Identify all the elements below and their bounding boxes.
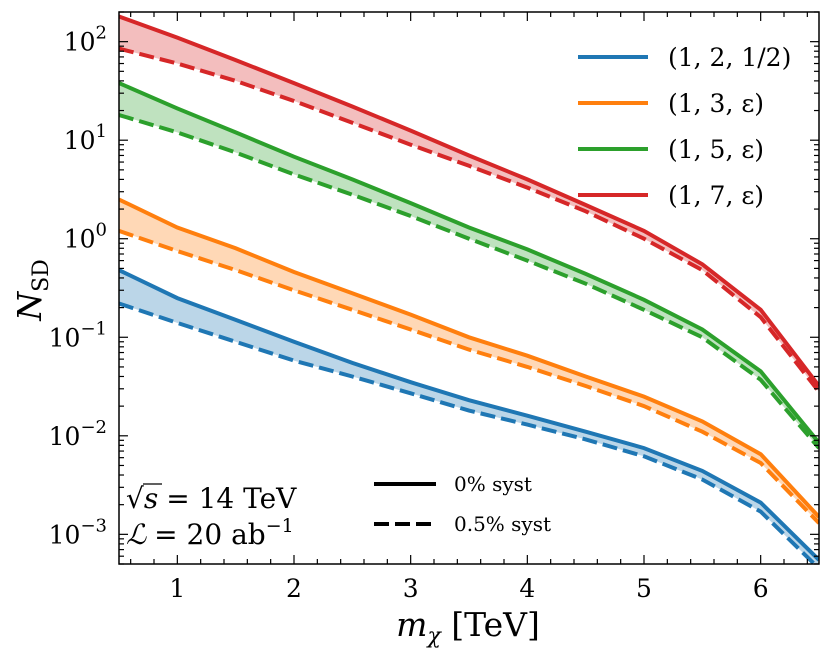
x-tick-label: 3 [403, 574, 419, 603]
style-label: 0% syst [454, 472, 532, 496]
luminosity-annotation: ℒ = 20 ab−1 [126, 515, 294, 551]
legend-label: (1, 3, ε) [668, 89, 764, 118]
sqrt-s-annotation: √s = 14 TeV [126, 482, 297, 515]
y-tick-label: 10−3 [49, 515, 107, 549]
line-solid-series-1 [119, 197, 819, 519]
x-tick-label: 6 [753, 574, 769, 603]
line-solid-series-3 [119, 14, 819, 388]
y-tick-label: 101 [64, 121, 107, 155]
band-series-2 [119, 83, 819, 449]
legend-label: (1, 2, 1/2) [668, 43, 791, 72]
line-solid-series-0 [119, 268, 819, 562]
x-tick-label: 4 [519, 574, 535, 603]
y-tick-label: 10−1 [49, 318, 107, 352]
x-tick-labels: 1 2 3 4 5 6 [169, 574, 768, 603]
legend-label: (1, 7, ε) [668, 181, 764, 210]
series-lines [119, 14, 819, 564]
line-dashed-series-0 [119, 301, 818, 564]
x-axis-label: mχ [TeV] [396, 605, 540, 649]
line-dashed-series-3 [119, 46, 819, 393]
y-axis-label: NSD [10, 259, 54, 322]
legend-label: (1, 5, ε) [668, 135, 764, 164]
style-label: 0.5% syst [454, 512, 551, 536]
x-tick-label: 5 [636, 574, 652, 603]
x-tick-label: 1 [169, 574, 185, 603]
y-tick-label: 10−2 [49, 417, 107, 451]
line-style-legend: 0% syst 0.5% syst [374, 472, 551, 536]
band-series-1 [119, 199, 819, 524]
y-tick-labels: 10−3 10−2 10−1 100 101 102 [49, 23, 107, 550]
energy-lumi-annotation: √s = 14 TeV ℒ = 20 ab−1 [126, 482, 297, 551]
plot-frame [118, 11, 820, 565]
x-tick-label: 2 [286, 574, 302, 603]
line-dashed-series-2 [119, 113, 819, 450]
axis-ticks [119, 11, 819, 565]
line-solid-series-2 [119, 81, 819, 445]
series-legend: (1, 2, 1/2) (1, 3, ε) (1, 5, ε) (1, 7, ε) [578, 43, 791, 210]
y-tick-label: 102 [64, 23, 107, 57]
line-dashed-series-1 [119, 229, 819, 525]
band-series-3 [119, 16, 819, 392]
y-tick-label: 100 [64, 220, 107, 254]
